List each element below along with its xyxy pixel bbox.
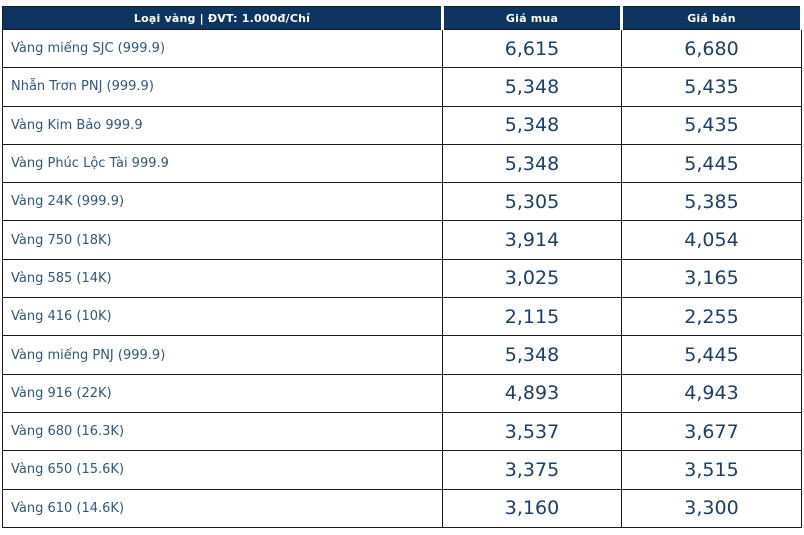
gold-type-cell: Vàng 24K (999.9) [2,182,443,222]
column-header-type: Loại vàng | ĐVT: 1.000đ/Chỉ [2,6,444,30]
buy-price-cell: 5,348 [442,335,622,375]
table-row: Vàng 680 (16.3K) 3,537 3,677 [2,411,802,452]
table-row: Nhẫn Trơn PNJ (999.9) 5,348 5,435 [2,67,802,107]
sell-price-cell: 3,677 [621,411,802,452]
buy-price-cell: 5,348 [442,143,622,184]
table-row: Vàng 750 (18K) 3,914 4,054 [2,220,802,260]
table-body: Vàng miếng SJC (999.9) 6,615 6,680 Nhẫn … [2,28,802,528]
gold-type-cell: Nhẫn Trơn PNJ (999.9) [2,67,443,107]
sell-price-cell: 5,445 [621,335,802,375]
buy-price-cell: 6,615 [442,28,622,69]
header-row: Loại vàng | ĐVT: 1.000đ/Chỉ Giá mua Giá … [2,6,803,30]
sell-price-cell: 2,255 [621,297,802,337]
table-row: Vàng 416 (10K) 2,115 2,255 [2,297,802,337]
table-row: Vàng 650 (15.6K) 3,375 3,515 [2,450,802,490]
gold-type-cell: Vàng 416 (10K) [2,297,443,337]
table-row: Vàng Phúc Lộc Tài 999.9 5,348 5,445 [2,143,802,184]
buy-price-cell: 5,348 [442,105,622,145]
table-row: Vàng 585 (14K) 3,025 3,165 [2,258,802,299]
table-row: Vàng miếng PNJ (999.9) 5,348 5,445 [2,335,802,375]
gold-type-cell: Vàng 585 (14K) [2,258,443,299]
gold-type-cell: Vàng 650 (15.6K) [2,450,443,490]
gold-type-cell: Vàng miếng SJC (999.9) [2,28,443,69]
table-row: Vàng 916 (22K) 4,893 4,943 [2,373,802,413]
sell-price-cell: 5,435 [621,67,802,107]
gold-type-cell: Vàng 916 (22K) [2,373,443,413]
buy-price-cell: 3,375 [442,450,622,490]
buy-price-cell: 5,305 [442,182,622,222]
buy-price-cell: 3,537 [442,411,622,452]
buy-price-cell: 3,160 [442,488,622,528]
table-row: Vàng Kim Bảo 999.9 5,348 5,435 [2,105,802,145]
table-row: Vàng 610 (14.6K) 3,160 3,300 [2,488,802,528]
gold-type-cell: Vàng 750 (18K) [2,220,443,260]
table-header: Loại vàng | ĐVT: 1.000đ/Chỉ Giá mua Giá … [2,6,803,30]
buy-price-cell: 3,025 [442,258,622,299]
sell-price-cell: 5,445 [621,143,802,184]
buy-price-cell: 3,914 [442,220,622,260]
gold-type-cell: Vàng Phúc Lộc Tài 999.9 [2,143,443,184]
column-header-buy: Giá mua [442,6,623,30]
gold-type-cell: Vàng 680 (16.3K) [2,411,443,452]
gold-type-cell: Vàng 610 (14.6K) [2,488,443,528]
sell-price-cell: 4,054 [621,220,802,260]
sell-price-cell: 3,300 [621,488,802,528]
gold-type-cell: Vàng Kim Bảo 999.9 [2,105,443,145]
buy-price-cell: 5,348 [442,67,622,107]
buy-price-cell: 4,893 [442,373,622,413]
gold-price-table: Loại vàng | ĐVT: 1.000đ/Chỉ Giá mua Giá … [2,6,803,528]
sell-price-cell: 4,943 [621,373,802,413]
sell-price-cell: 6,680 [621,28,802,69]
gold-type-cell: Vàng miếng PNJ (999.9) [2,335,443,375]
sell-price-cell: 5,435 [621,105,802,145]
buy-price-cell: 2,115 [442,297,622,337]
table-row: Vàng miếng SJC (999.9) 6,615 6,680 [2,28,802,69]
table-row: Vàng 24K (999.9) 5,305 5,385 [2,182,802,222]
sell-price-cell: 3,515 [621,450,802,490]
column-header-sell: Giá bán [621,6,803,30]
sell-price-cell: 5,385 [621,182,802,222]
sell-price-cell: 3,165 [621,258,802,299]
